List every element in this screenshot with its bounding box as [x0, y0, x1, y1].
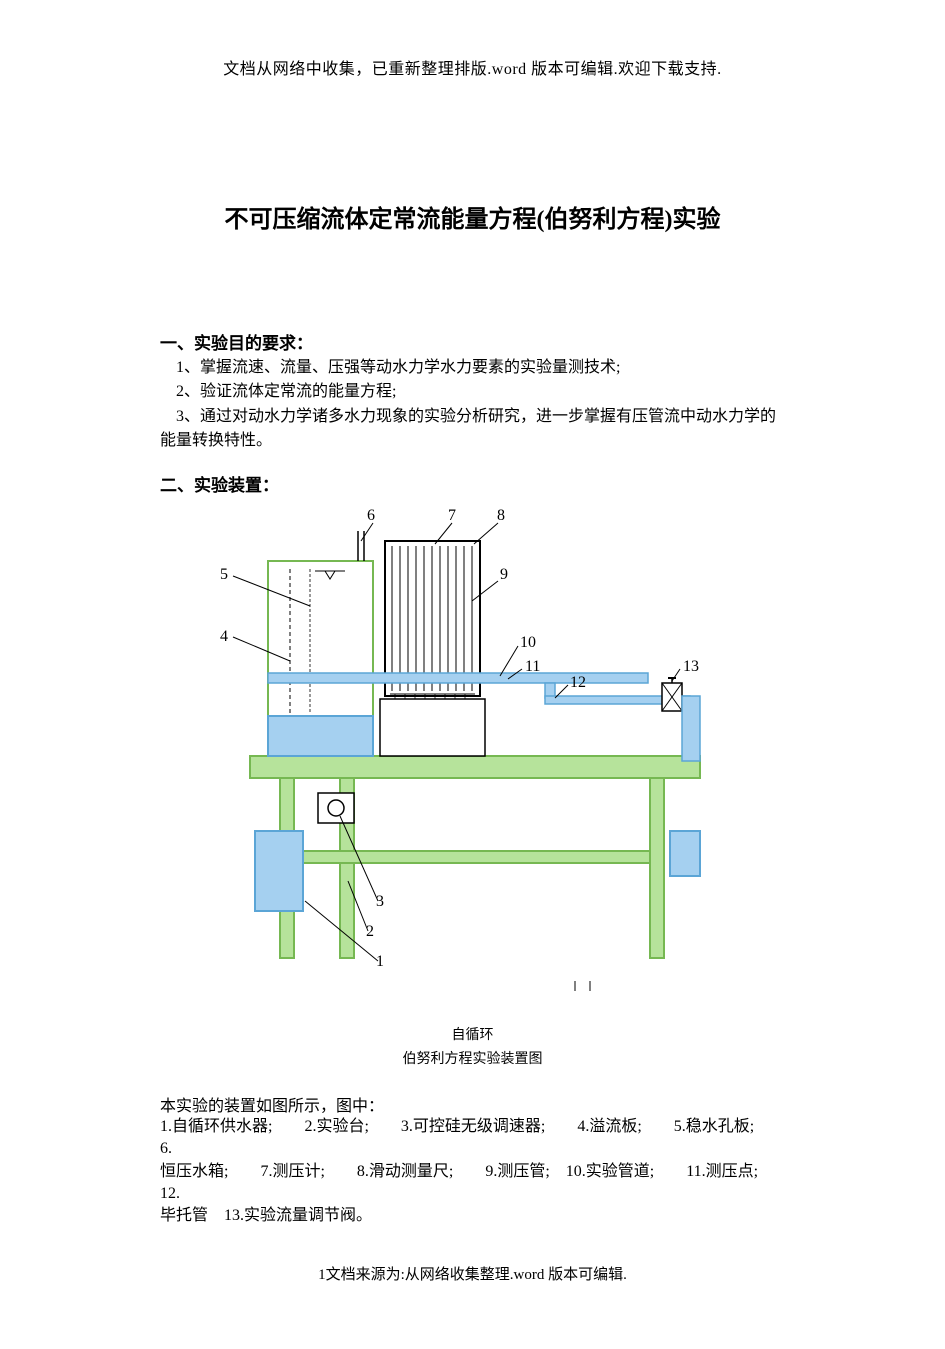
section1-item2: 2、验证流体定常流的能量方程;	[160, 381, 785, 403]
section2-heading: 二、实验装置：	[160, 471, 785, 496]
label-7: 7	[448, 507, 456, 524]
label-10: 10	[520, 634, 536, 651]
label-5: 5	[220, 566, 228, 583]
label-8: 8	[497, 507, 505, 524]
label-12: 12	[570, 674, 586, 691]
label-9: 9	[500, 566, 508, 583]
legend-line3: 毕托管 13.实验流量调节阀。	[160, 1205, 785, 1227]
label-11: 11	[525, 658, 540, 675]
page-title: 不可压缩流体定常流能量方程(伯努利方程)实验	[160, 199, 785, 234]
label-1: 1	[376, 953, 384, 970]
header-note: 文档从网络中收集，已重新整理排版.word 版本可编辑.欢迎下载支持.	[160, 55, 785, 79]
label-3: 3	[376, 893, 384, 910]
diagram-caption-line2: 伯努利方程实验装置图	[160, 1050, 785, 1070]
apparatus-diagram: 1 2 3 4 5 6 7 8 9 10 11 12 13	[160, 501, 800, 1021]
legend-line2: 恒压水箱; 7.测压计; 8.滑动测量尺; 9.测压管; 10.实验管道; 11…	[160, 1161, 785, 1206]
section1-item3-cont: 能量转换特性。	[160, 430, 785, 452]
legend-line1: 1.自循环供水器; 2.实验台; 3.可控硅无级调速器; 4.溢流板; 5.稳水…	[160, 1116, 785, 1161]
label-6: 6	[367, 507, 375, 524]
diagram-caption-line1: 自循环	[160, 1026, 785, 1046]
section1-heading: 一、实验目的要求：	[160, 329, 785, 354]
footer-note: 1文档来源为:从网络收集整理.word 版本可编辑.	[0, 1263, 945, 1284]
section1-item1: 1、掌握流速、流量、压强等动水力学水力要素的实验量测技术;	[160, 357, 785, 379]
section1-item3: 3、通过对动水力学诸多水力现象的实验分析研究，进一步掌握有压管流中动水力学的	[160, 406, 785, 428]
legend-intro: 本实验的装置如图所示，图中：	[160, 1092, 785, 1116]
label-2: 2	[366, 923, 374, 940]
label-13: 13	[683, 658, 699, 675]
label-4: 4	[220, 628, 228, 645]
